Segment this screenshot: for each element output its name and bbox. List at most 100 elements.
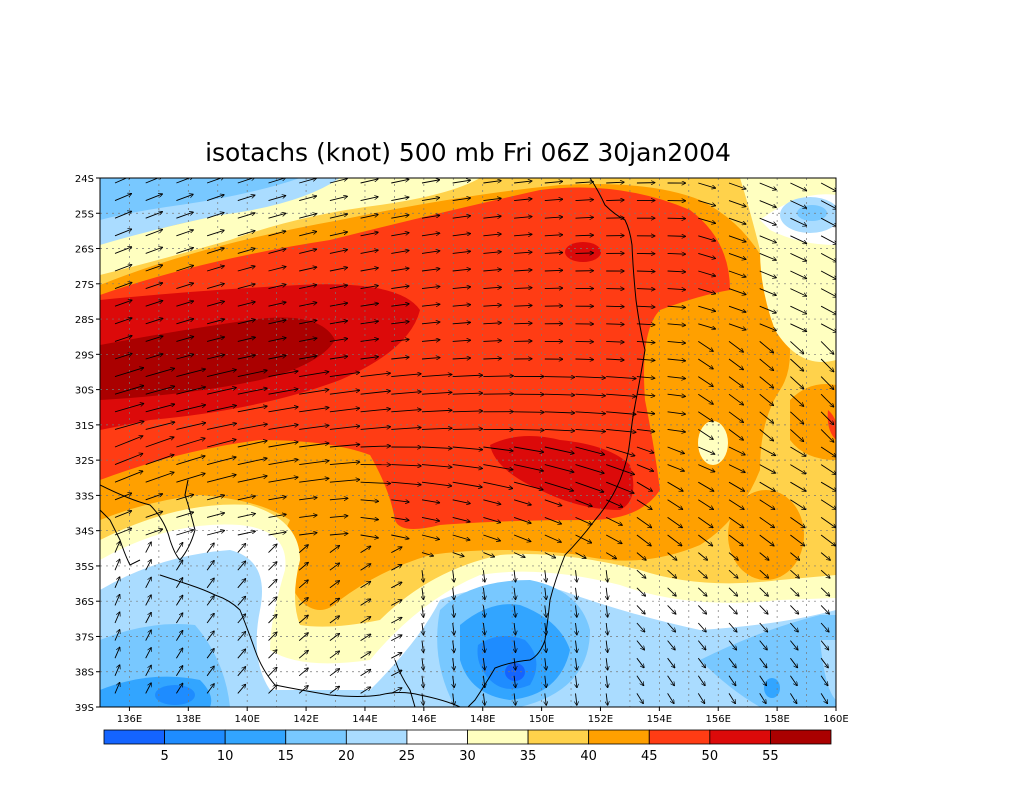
wind-arrow <box>391 286 409 290</box>
wind-arrow <box>667 341 686 343</box>
wind-arrow <box>483 658 484 670</box>
wind-arrow <box>206 596 214 606</box>
plot-frame <box>99 177 837 708</box>
wind-arrow <box>790 182 806 191</box>
lon-label: 152E <box>588 714 613 725</box>
wind-arrow <box>360 687 371 694</box>
wind-arrow <box>268 389 299 395</box>
wind-arrow <box>728 552 738 561</box>
wind-arrow <box>820 605 829 614</box>
wind-arrow <box>176 630 182 641</box>
wind-arrow <box>667 236 686 237</box>
wind-arrow <box>329 232 348 237</box>
wind-arrow <box>483 181 501 184</box>
wind-arrow <box>176 560 182 571</box>
wind-arrow <box>667 657 675 668</box>
wind-arrow <box>329 616 340 624</box>
wind-arrow <box>790 622 798 632</box>
wind-arrow <box>820 481 836 491</box>
wind-arrow <box>298 580 308 589</box>
wind-arrow <box>145 229 163 237</box>
wind-arrow <box>636 341 655 342</box>
wind-arrow <box>145 494 163 501</box>
wind-arrow <box>268 459 299 466</box>
wind-arrow <box>820 429 834 442</box>
band-30-35-n <box>100 178 480 275</box>
wind-arrow <box>237 531 256 536</box>
wind-arrow <box>544 217 563 218</box>
wind-arrow <box>452 358 471 359</box>
wind-arrow <box>698 517 713 527</box>
wind-arrow <box>483 516 500 522</box>
wind-arrow <box>790 252 806 261</box>
colorbar-label: 50 <box>702 749 719 764</box>
wind-arrow <box>114 682 120 694</box>
wind-arrow <box>483 234 501 236</box>
wind-arrow <box>360 303 379 307</box>
wind-arrow <box>667 377 686 379</box>
wind-arrow <box>606 693 607 705</box>
wind-arrow <box>268 178 286 184</box>
wind-arrow <box>575 359 594 360</box>
wind-arrow <box>820 517 836 527</box>
wind-arrow <box>422 658 423 670</box>
wind-arrow <box>237 248 255 254</box>
wind-arrow <box>329 321 348 325</box>
wind-arrow <box>422 622 423 635</box>
lat-label: 32S <box>75 456 94 467</box>
lat-label: 31S <box>75 421 94 432</box>
wind-arrow <box>329 356 348 360</box>
latitude-axis: 24S 25S 26S 27S 28S 29S 30S 31S 32S 33S 34S 35S 36S 3… <box>75 174 100 714</box>
wind-arrow <box>176 319 193 325</box>
wind-arrow <box>391 653 402 659</box>
wind-arrow <box>206 475 236 483</box>
wind-arrow <box>759 587 769 596</box>
wind-arrow <box>360 179 379 184</box>
wind-arrow <box>145 683 152 694</box>
wind-arrow <box>759 693 766 703</box>
wind-arrow <box>114 542 120 553</box>
wind-arrow <box>329 303 348 307</box>
wind-arrow <box>268 407 299 413</box>
wind-arrow <box>544 412 575 413</box>
wind-arrow <box>514 464 543 471</box>
wind-arrow <box>483 269 501 271</box>
wind-arrow <box>206 530 224 536</box>
lon-label: 148E <box>470 714 495 725</box>
wind-arrow <box>636 693 643 703</box>
wind-arrow <box>667 499 683 510</box>
wind-arrow <box>453 675 454 688</box>
wind-arrow <box>114 528 132 536</box>
wind-arrow <box>698 323 715 329</box>
wind-arrow <box>698 376 713 387</box>
wind-arrow <box>268 302 287 307</box>
wind-arrow <box>728 622 737 632</box>
wind-arrow <box>514 693 515 705</box>
wind-arrow <box>206 666 214 677</box>
wind-arrow <box>268 650 277 659</box>
wind-arrow <box>176 301 193 307</box>
wind-arrow <box>422 640 423 653</box>
lat-label: 28S <box>75 315 94 326</box>
wind-arrow <box>145 404 175 413</box>
wind-arrow <box>698 411 713 422</box>
wind-arrow <box>360 268 379 272</box>
wind-arrow <box>176 438 205 448</box>
australia-coast <box>467 178 646 707</box>
wind-arrow <box>360 581 371 589</box>
wind-arrow <box>421 304 440 306</box>
wind-arrow <box>575 200 594 201</box>
wind-arrow <box>299 408 329 413</box>
wind-arrow <box>268 213 286 219</box>
wind-arrow <box>422 605 423 617</box>
wind-arrow <box>636 464 654 472</box>
wind-arrow <box>790 446 805 456</box>
wind-arrow <box>606 658 607 670</box>
wind-arrow <box>820 288 836 297</box>
wind-arrow <box>728 693 735 703</box>
wind-arrow <box>636 481 653 491</box>
wind-arrow <box>514 605 515 617</box>
wind-arrow <box>360 534 379 538</box>
wind-arrow <box>452 499 471 504</box>
wind-arrow <box>514 199 532 201</box>
